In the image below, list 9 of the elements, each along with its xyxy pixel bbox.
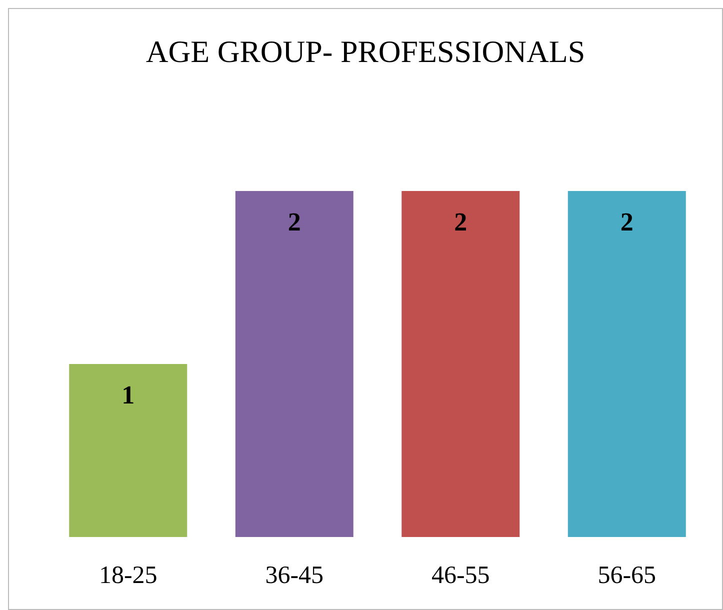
x-tick-label: 56-65 — [598, 562, 656, 589]
data-label: 2 — [288, 208, 301, 236]
x-tick-label: 18-25 — [98, 562, 158, 589]
x-tick-label: 46-55 — [431, 562, 490, 589]
data-label: 1 — [122, 380, 135, 410]
x-tick-label: 36-45 — [265, 562, 324, 589]
chart-title: AGE GROUP- PROFESSIONALS — [146, 34, 586, 69]
data-label: 2 — [620, 208, 634, 236]
data-label: 2 — [454, 208, 468, 236]
